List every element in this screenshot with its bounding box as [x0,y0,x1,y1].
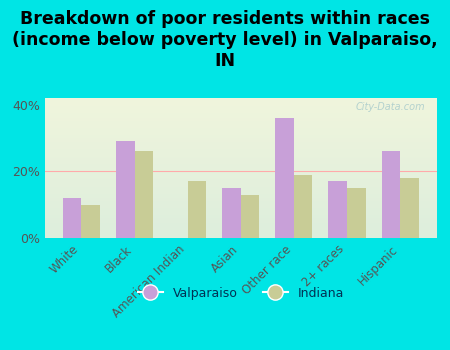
Legend: Valparaiso, Indiana: Valparaiso, Indiana [133,281,349,304]
Bar [294,175,312,238]
Text: City-Data.com: City-Data.com [355,102,425,112]
Bar [347,188,365,238]
Bar [135,151,153,238]
Bar [241,195,259,238]
Bar [81,205,100,238]
Bar [63,198,81,238]
Bar [382,151,400,238]
Text: Breakdown of poor residents within races
(income below poverty level) in Valpara: Breakdown of poor residents within races… [12,10,438,70]
Bar [328,181,347,238]
Bar [400,178,418,238]
Bar [116,141,135,238]
Bar [222,188,241,238]
Bar [188,181,206,238]
Bar [275,118,294,238]
